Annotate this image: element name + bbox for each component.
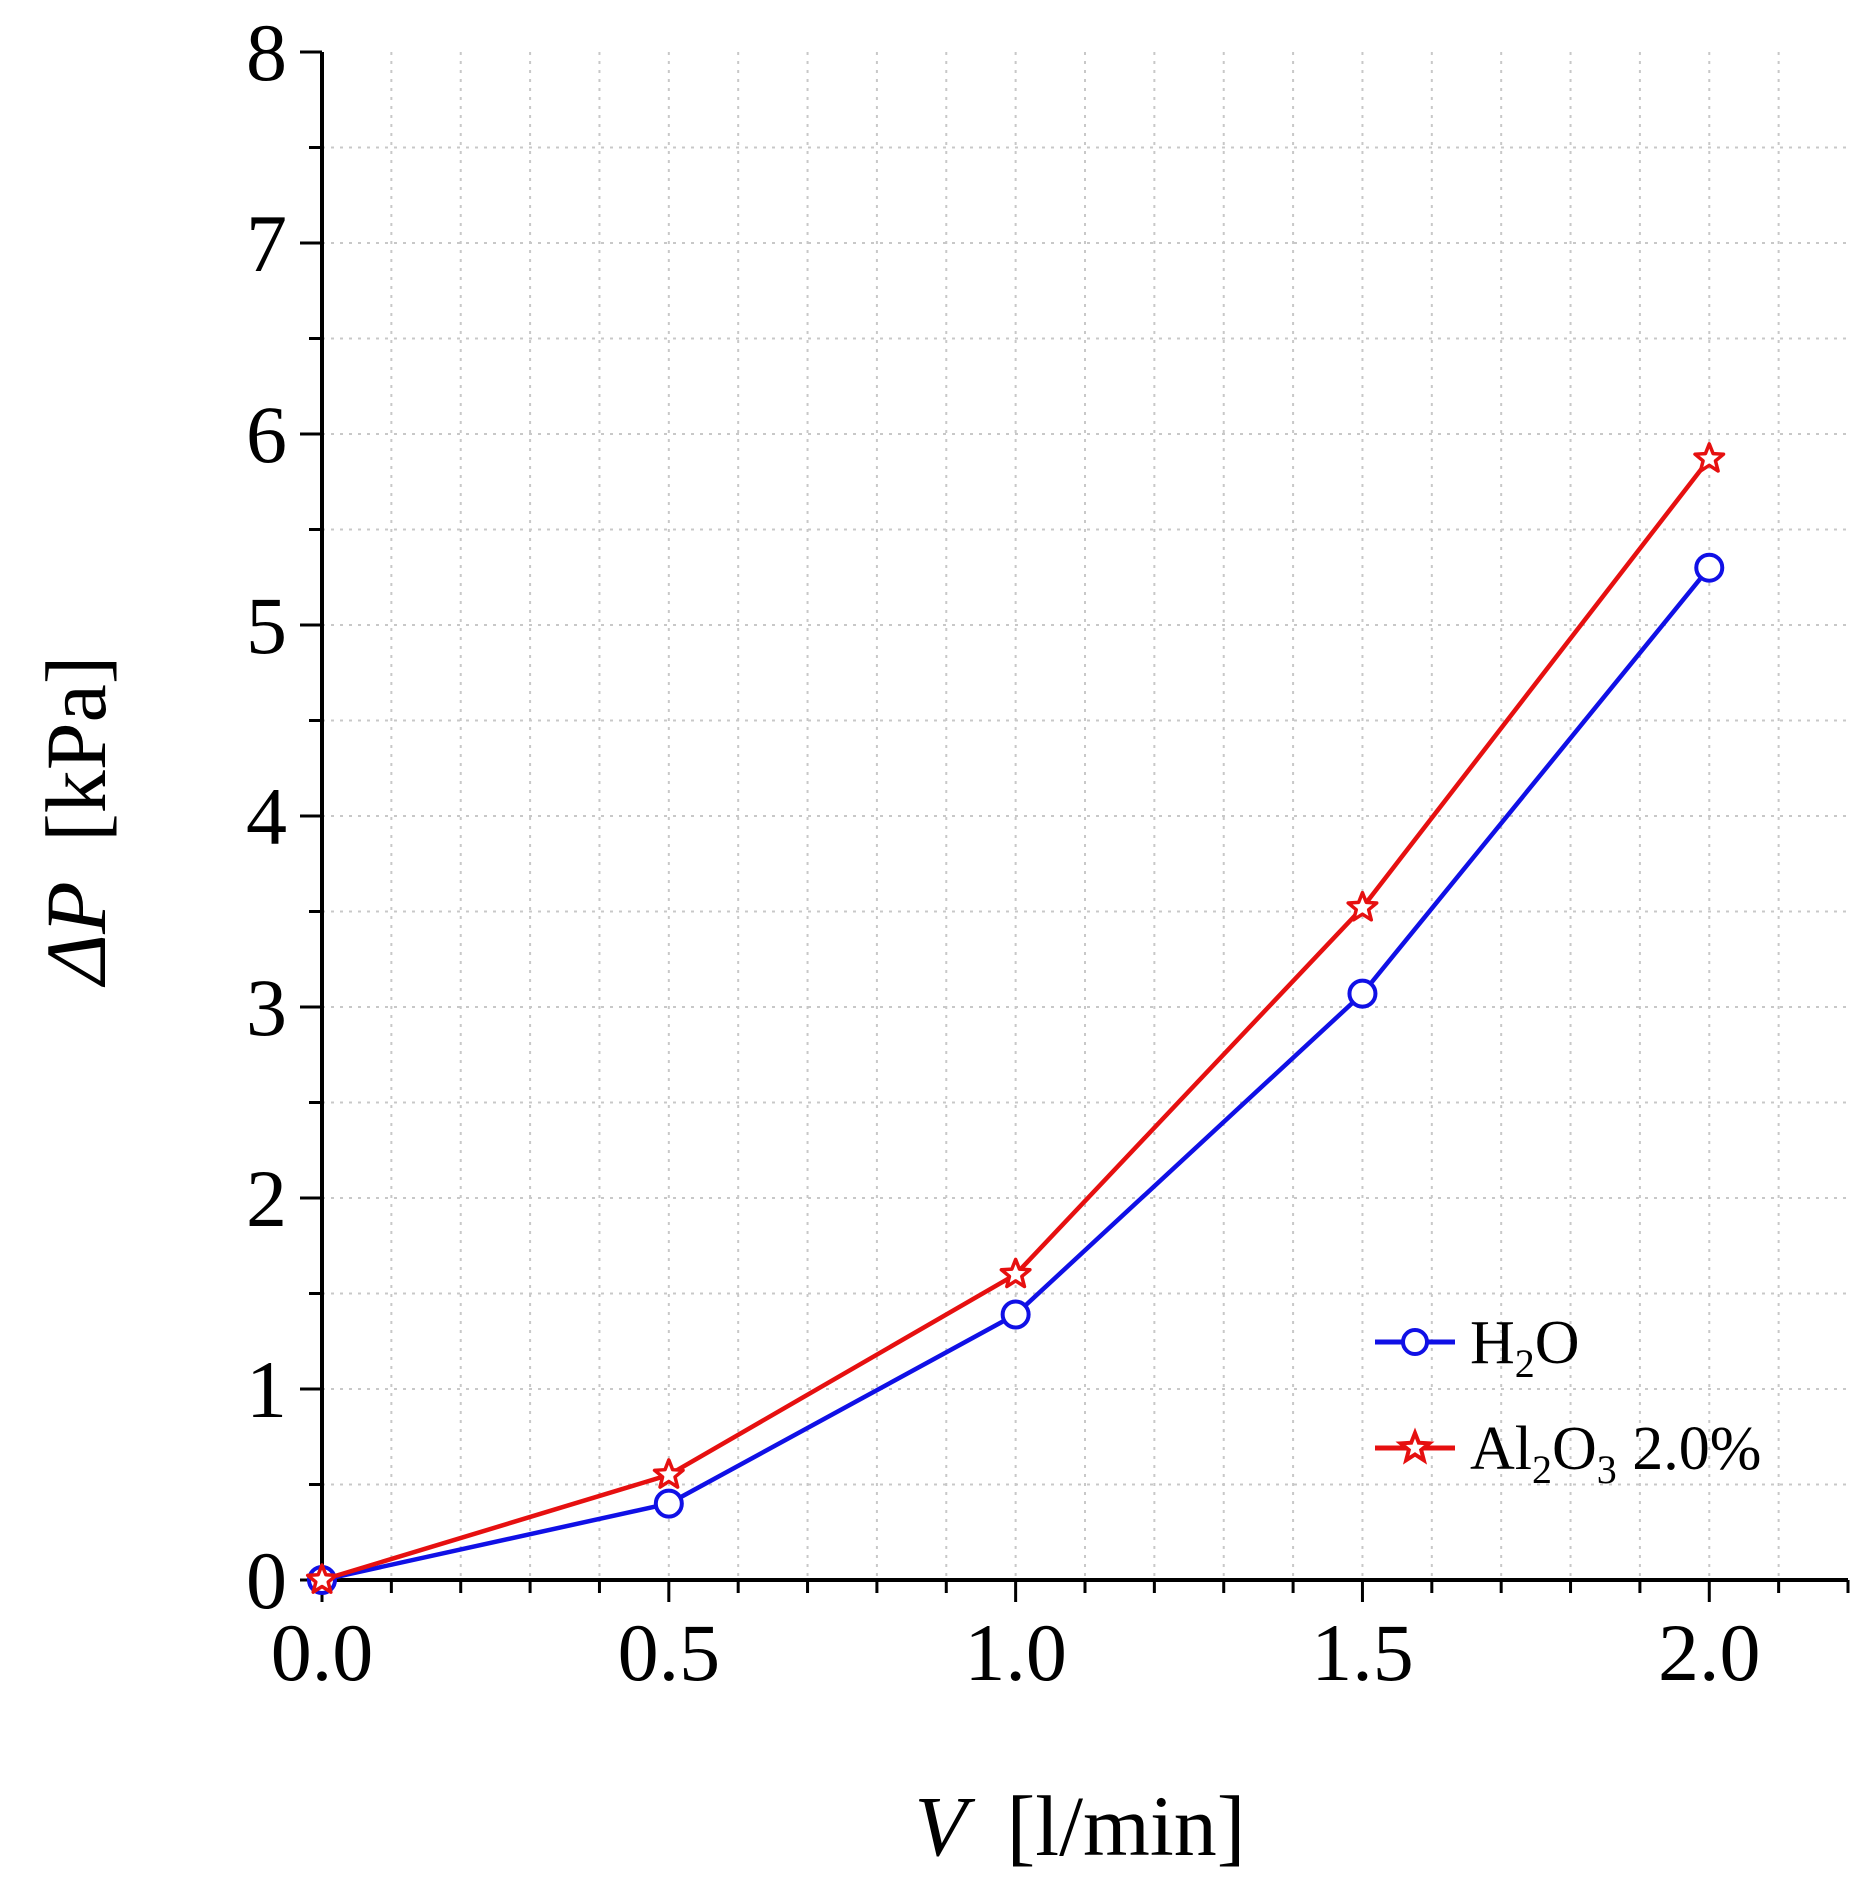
x-tick-label: 2.0 <box>1658 1607 1761 1698</box>
data-point-al2o3 <box>1346 890 1379 922</box>
x-tick-label: 1.5 <box>1311 1607 1414 1698</box>
legend-marker-al2o3 <box>1395 1427 1435 1465</box>
data-point-al2o3 <box>1693 442 1726 473</box>
y-axis-title: ΔP [kPa] <box>28 656 124 988</box>
y-axis-symbol: ΔP <box>28 881 124 987</box>
x-axis-unit: [l/min] <box>1007 1778 1246 1874</box>
y-tick-label: 6 <box>246 389 287 480</box>
legend-label-al2o3: Al2O3 2.0% <box>1470 1415 1761 1492</box>
legend-label-h2o: H2O <box>1470 1309 1580 1386</box>
x-tick-label: 0.0 <box>271 1607 374 1698</box>
tick-labels: 0.0 0.5 1.0 1.5 2.0 0 1 2 3 4 5 6 7 8 <box>246 7 1761 1698</box>
y-tick-label: 0 <box>246 1535 287 1626</box>
data-point-al2o3 <box>652 1458 685 1489</box>
ticks <box>300 50 1850 1602</box>
legend-entry-h2o: H2O <box>1375 1309 1580 1386</box>
data-point-h2o <box>1694 552 1725 583</box>
y-axis-unit: [kPa] <box>28 656 124 842</box>
x-tick-label: 0.5 <box>618 1607 721 1698</box>
y-tick-label: 1 <box>246 1344 287 1435</box>
data-point-h2o <box>1347 978 1378 1009</box>
data-point-h2o <box>653 1488 684 1519</box>
y-tick-label: 5 <box>246 580 287 671</box>
y-tick-label: 3 <box>246 962 287 1053</box>
y-tick-label: 8 <box>246 7 287 98</box>
legend-marker-h2o <box>1401 1328 1429 1356</box>
legend: H2O Al2O3 2.0% <box>1375 1309 1761 1492</box>
data-point-h2o <box>1000 1299 1031 1330</box>
markers <box>305 442 1726 1595</box>
grid <box>322 52 1848 1580</box>
x-axis-title: V [l/min] <box>915 1778 1246 1874</box>
y-tick-label: 2 <box>246 1153 287 1244</box>
y-tick-label: 4 <box>246 771 287 862</box>
legend-entry-al2o3: Al2O3 2.0% <box>1375 1415 1761 1492</box>
x-axis-symbol: V <box>915 1778 976 1874</box>
y-tick-label: 7 <box>246 198 287 289</box>
data-point-al2o3 <box>305 1563 339 1594</box>
data-point-al2o3 <box>999 1257 1032 1289</box>
x-tick-label: 1.0 <box>964 1607 1067 1698</box>
